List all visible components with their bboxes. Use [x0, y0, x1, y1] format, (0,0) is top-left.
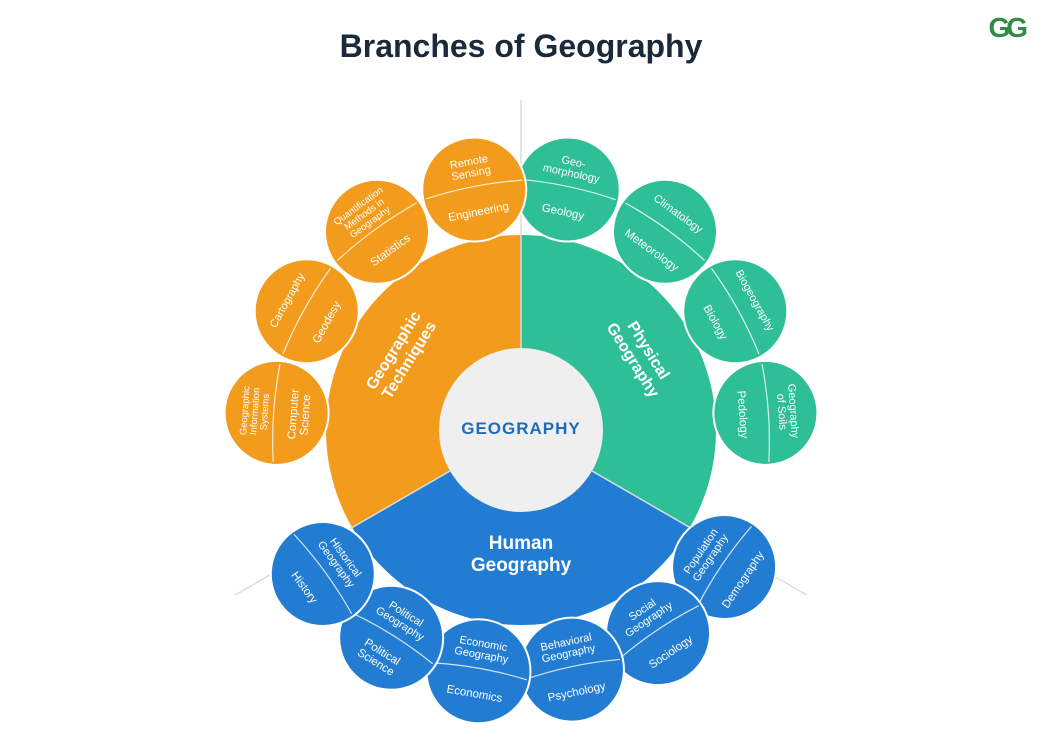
brand-logo: GG — [988, 12, 1024, 44]
bubble-3: Geographyof SoilsPedology — [710, 357, 821, 468]
bubble-outer-label: ComputerScience — [286, 388, 314, 440]
geography-diagram: Geo-morphologyGeologyClimatologyMeteorol… — [0, 0, 1042, 745]
bubble-13: RemoteSensingEngineering — [413, 129, 535, 251]
page-title: Branches of Geography — [0, 28, 1042, 65]
center-label: GEOGRAPHY — [461, 419, 581, 438]
bubble-10: GeographicInformationSystemsComputerScie… — [221, 357, 332, 468]
